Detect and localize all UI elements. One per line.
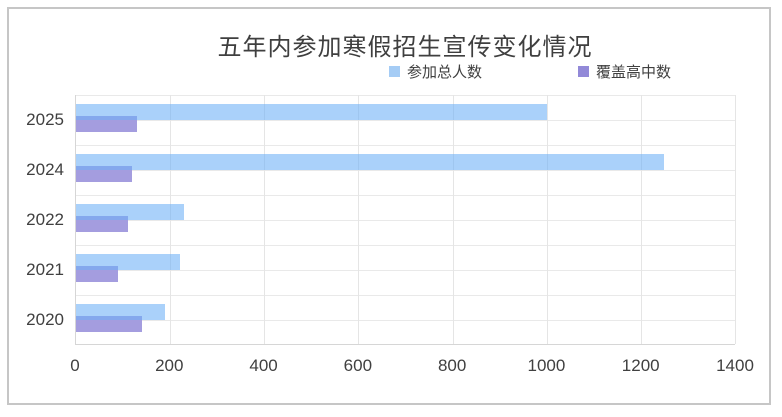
h-gridline <box>76 220 735 221</box>
h-gridline <box>76 270 735 271</box>
x-tick-label: 1000 <box>527 356 566 375</box>
x-tick-label: 1400 <box>716 356 754 375</box>
legend-item-participants: 参加总人数 <box>389 61 482 82</box>
x-tick-label: 0 <box>70 356 80 375</box>
bar-schools-2024 <box>76 166 133 182</box>
legend-swatch-schools-icon <box>578 66 590 77</box>
h-gridline <box>76 195 735 196</box>
bar-schools-2022 <box>76 216 128 232</box>
y-axis-label: 2025 <box>26 110 64 129</box>
bar-schools-2021 <box>76 266 119 282</box>
legend-swatch-participants-icon <box>389 66 400 77</box>
chart-frame <box>7 7 771 405</box>
bar-participants-2021 <box>76 254 180 270</box>
h-gridline <box>76 145 735 146</box>
bar-participants-2025 <box>76 104 547 120</box>
legend-item-schools: 覆盖高中数 <box>578 61 671 82</box>
y-axis-label: 2024 <box>26 160 64 179</box>
y-axis-label: 2022 <box>26 210 64 229</box>
v-gridline <box>452 95 454 344</box>
x-tick-label: 800 <box>437 356 467 375</box>
bar-participants-2020 <box>76 304 166 320</box>
plot-area <box>75 95 736 345</box>
v-gridline <box>264 95 266 344</box>
x-tick-label: 400 <box>249 356 278 375</box>
v-gridline <box>640 95 642 344</box>
legend-label-participants: 参加总人数 <box>407 64 483 81</box>
h-gridline <box>76 320 735 321</box>
legend: 参加总人数 覆盖高中数 <box>389 61 671 82</box>
h-gridline <box>76 245 735 246</box>
bar-schools-2020 <box>76 316 142 332</box>
chart-title: 五年内参加寒假招生宣传变化情况 <box>217 34 593 61</box>
legend-label-schools: 覆盖高中数 <box>596 64 672 81</box>
bar-schools-2025 <box>76 116 138 132</box>
h-gridline <box>76 120 735 121</box>
h-gridline <box>76 170 735 171</box>
h-gridline <box>76 295 735 296</box>
bar-participants-2024 <box>76 154 665 170</box>
x-tick-label: 1200 <box>621 356 660 375</box>
y-axis-label: 2021 <box>26 260 64 279</box>
y-axis-label: 2020 <box>26 310 64 329</box>
v-gridline <box>735 95 736 344</box>
bar-participants-2022 <box>76 204 185 220</box>
x-tick-label: 200 <box>155 356 184 375</box>
h-gridline <box>76 95 735 96</box>
v-gridline <box>546 95 548 344</box>
x-tick-label: 600 <box>343 356 373 375</box>
v-gridline <box>358 95 360 344</box>
